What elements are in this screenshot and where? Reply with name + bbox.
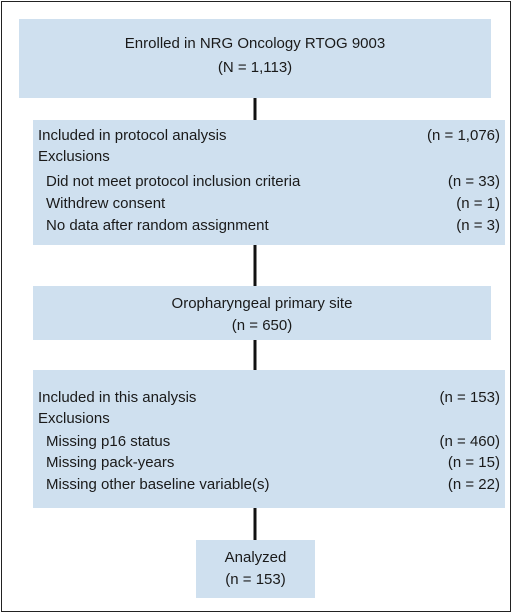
row-label: Missing p16 status: [46, 433, 170, 450]
row-label: Exclusions: [38, 410, 110, 427]
row-label: Included in this analysis: [38, 389, 196, 406]
box-text: (N = 1,113): [218, 59, 292, 76]
box: [19, 19, 491, 98]
row-count: (n = 3): [456, 217, 500, 234]
row-label: Did not meet protocol inclusion criteria: [46, 173, 301, 190]
row-label: Included in protocol analysis: [38, 127, 226, 144]
box-text: (n = 153): [225, 571, 285, 588]
row-count: (n = 33): [448, 173, 500, 190]
row-count: (n = 460): [440, 433, 500, 450]
box: [196, 540, 315, 598]
box: [33, 120, 505, 245]
row-count: (n = 1,076): [427, 127, 500, 144]
box: [33, 286, 491, 340]
box-text: Analyzed: [225, 549, 287, 566]
row-label: Missing other baseline variable(s): [46, 476, 269, 493]
box: [33, 370, 505, 508]
box-text: (n = 650): [232, 317, 292, 334]
box-text: Oropharyngeal primary site: [172, 295, 353, 312]
row-label: No data after random assignment: [46, 217, 269, 234]
row-count: (n = 1): [456, 195, 500, 212]
row-label: Exclusions: [38, 148, 110, 165]
row-count: (n = 22): [448, 476, 500, 493]
row-label: Missing pack-years: [46, 454, 174, 471]
box-text: Enrolled in NRG Oncology RTOG 9003: [125, 35, 385, 52]
row-count: (n = 153): [440, 389, 500, 406]
row-label: Withdrew consent: [46, 195, 166, 212]
row-count: (n = 15): [448, 454, 500, 471]
